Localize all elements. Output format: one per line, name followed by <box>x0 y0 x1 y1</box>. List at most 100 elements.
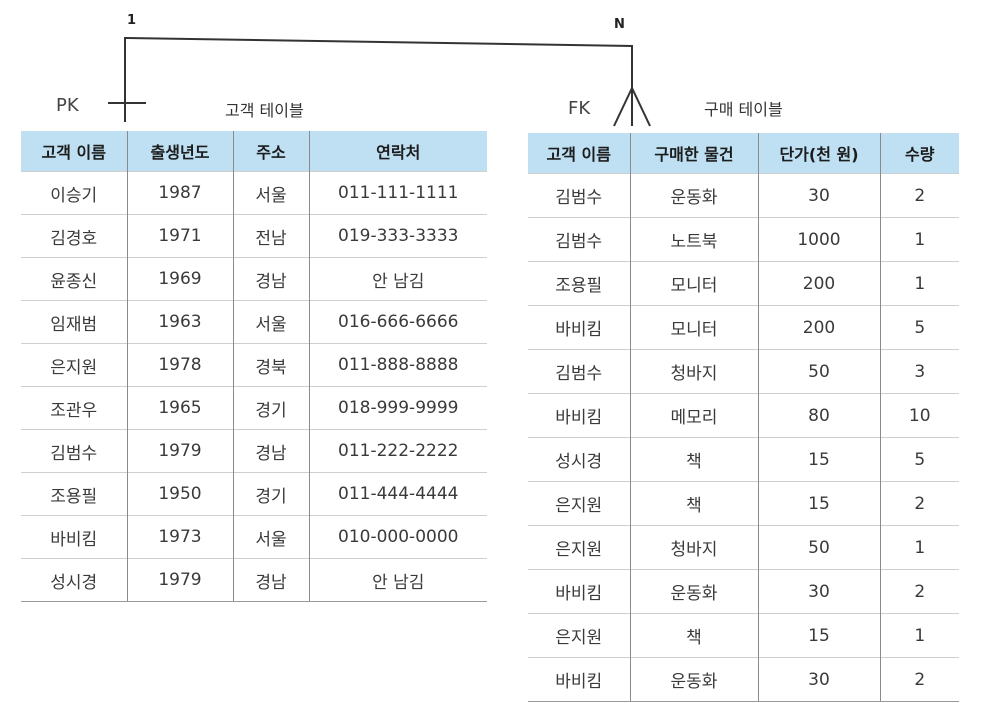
table-cell: 2 <box>879 173 959 218</box>
table-cell: 바비킴 <box>528 305 630 350</box>
many-cardinality-label: N <box>614 17 625 32</box>
table-row: 바비킴 운동화 30 2 <box>528 569 959 614</box>
table-cell: 011-111-1111 <box>308 171 487 215</box>
table-cell: 메모리 <box>629 393 758 438</box>
table-cell: 청바지 <box>629 349 758 394</box>
table-cell: 경남 <box>232 558 309 602</box>
table-cell: 1 <box>879 217 959 262</box>
table-cell: 전남 <box>232 214 309 258</box>
table-cell: 80 <box>757 393 880 438</box>
foreign-key-label: FK <box>568 98 591 119</box>
table-row: 김범수 노트북 1000 1 <box>528 217 959 262</box>
table-cell: 은지원 <box>21 343 127 387</box>
table-cell: 성시경 <box>528 437 630 482</box>
customer-header-birth-year: 출생년도 <box>126 131 233 172</box>
table-cell: 성시경 <box>21 558 127 602</box>
table-cell: 모니터 <box>629 305 758 350</box>
table-cell: 이승기 <box>21 171 127 215</box>
table-cell: 조용필 <box>21 472 127 516</box>
table-cell: 10 <box>879 393 959 438</box>
customer-table: 고객 이름 출생년도 주소 연락처 이승기 1987 서울 011-111-1111 … <box>21 131 487 602</box>
table-row: 김경호 1971 전남 019-333-3333 <box>21 214 487 258</box>
table-cell: 200 <box>757 305 880 350</box>
relationship-line <box>124 36 633 126</box>
purchase-header-unit-price: 단가(천 원) <box>757 133 880 174</box>
table-row: 성시경 책 15 5 <box>528 437 959 482</box>
table-cell: 5 <box>879 305 959 350</box>
table-cell: 2 <box>879 481 959 526</box>
customer-header-contact: 연락처 <box>308 131 487 172</box>
table-cell: 5 <box>879 437 959 482</box>
table-cell: 바비킴 <box>528 569 630 614</box>
table-cell: 30 <box>757 173 880 218</box>
table-cell: 책 <box>629 437 758 482</box>
table-row: 조관우 1965 경기 018-999-9999 <box>21 386 487 430</box>
table-cell: 1963 <box>126 300 233 344</box>
table-row: 김범수 1979 경남 011-222-2222 <box>21 429 487 473</box>
table-cell: 경기 <box>232 472 309 516</box>
one-cardinality-label: 1 <box>127 13 137 28</box>
table-cell: 019-333-3333 <box>308 214 487 258</box>
table-cell: 김범수 <box>528 217 630 262</box>
table-cell: 김범수 <box>528 173 630 218</box>
table-cell: 1973 <box>126 515 233 559</box>
table-cell: 김범수 <box>21 429 127 473</box>
table-cell: 1987 <box>126 171 233 215</box>
table-row: 바비킴 운동화 30 2 <box>528 657 959 702</box>
table-cell: 바비킴 <box>21 515 127 559</box>
table-row: 이승기 1987 서울 011-111-1111 <box>21 171 487 215</box>
table-cell: 1000 <box>757 217 880 262</box>
table-row: 은지원 청바지 50 1 <box>528 525 959 570</box>
table-cell: 011-444-4444 <box>308 472 487 516</box>
table-cell: 서울 <box>232 300 309 344</box>
table-cell: 15 <box>757 481 880 526</box>
table-cell: 30 <box>757 657 880 702</box>
table-row: 은지원 책 15 1 <box>528 613 959 658</box>
table-cell: 경남 <box>232 429 309 473</box>
customer-header-name: 고객 이름 <box>21 131 127 172</box>
table-cell: 1 <box>879 525 959 570</box>
table-row: 조용필 1950 경기 011-444-4444 <box>21 472 487 516</box>
purchase-header-row: 고객 이름 구매한 물건 단가(천 원) 수량 <box>528 133 959 174</box>
table-row: 바비킴 1973 서울 010-000-0000 <box>21 515 487 559</box>
table-cell: 은지원 <box>528 481 630 526</box>
table-cell: 운동화 <box>629 657 758 702</box>
fk-crowfoot-right <box>631 87 651 127</box>
primary-key-label: PK <box>56 95 79 116</box>
table-row: 성시경 1979 경남 안 남김 <box>21 558 487 602</box>
table-cell: 안 남김 <box>308 558 487 602</box>
table-cell: 바비킴 <box>528 657 630 702</box>
table-cell: 윤종신 <box>21 257 127 301</box>
fk-crowfoot-left <box>613 87 633 127</box>
purchase-header-quantity: 수량 <box>879 133 959 174</box>
table-row: 임재범 1963 서울 016-666-6666 <box>21 300 487 344</box>
table-cell: 은지원 <box>528 525 630 570</box>
table-row: 바비킴 모니터 200 5 <box>528 305 959 350</box>
customer-header-address: 주소 <box>232 131 309 172</box>
table-row: 윤종신 1969 경남 안 남김 <box>21 257 487 301</box>
table-cell: 1971 <box>126 214 233 258</box>
table-cell: 50 <box>757 349 880 394</box>
table-cell: 청바지 <box>629 525 758 570</box>
table-cell: 운동화 <box>629 569 758 614</box>
purchase-table: 고객 이름 구매한 물건 단가(천 원) 수량 김범수 운동화 30 2 김범수 노트북… <box>528 133 959 702</box>
table-row: 은지원 1978 경북 011-888-8888 <box>21 343 487 387</box>
table-cell: 김범수 <box>528 349 630 394</box>
table-row: 은지원 책 15 2 <box>528 481 959 526</box>
table-cell: 경기 <box>232 386 309 430</box>
table-cell: 책 <box>629 481 758 526</box>
table-cell: 안 남김 <box>308 257 487 301</box>
table-row: 조용필 모니터 200 1 <box>528 261 959 306</box>
table-cell: 은지원 <box>528 613 630 658</box>
table-cell: 1965 <box>126 386 233 430</box>
table-cell: 서울 <box>232 515 309 559</box>
table-cell: 책 <box>629 613 758 658</box>
table-row: 김범수 청바지 50 3 <box>528 349 959 394</box>
table-cell: 서울 <box>232 171 309 215</box>
table-cell: 2 <box>879 657 959 702</box>
table-row: 바비킴 메모리 80 10 <box>528 393 959 438</box>
table-cell: 15 <box>757 437 880 482</box>
table-cell: 018-999-9999 <box>308 386 487 430</box>
table-cell: 1979 <box>126 429 233 473</box>
